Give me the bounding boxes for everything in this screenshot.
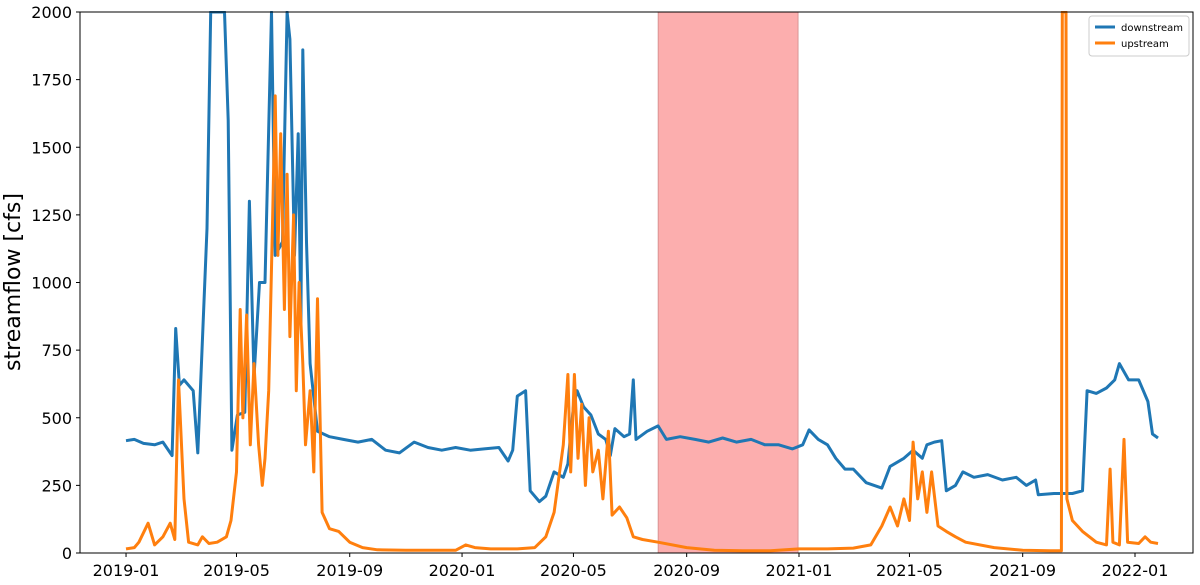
- y-tick-label: 250: [41, 476, 72, 495]
- y-tick-label: 1500: [31, 138, 72, 157]
- legend: downstream upstream: [1088, 15, 1190, 57]
- legend-box: [1088, 15, 1190, 57]
- x-tick-label: 2022-01: [1102, 561, 1169, 580]
- y-tick-label: 0: [62, 544, 72, 563]
- shaded-region: [657, 11, 799, 554]
- shaded-region-layer: [657, 11, 799, 554]
- y-tick-label: 1000: [31, 274, 72, 293]
- y-tick-label: 2000: [31, 3, 72, 22]
- y-tick-label: 750: [41, 341, 72, 360]
- series-line-upstream: [125, 11, 1159, 553]
- x-axis: 2019-01 2019-05 2019-09 2020-01 2020-05 2020-…: [93, 553, 1169, 580]
- y-tick-label: 1250: [31, 206, 72, 225]
- x-tick-label: 2021-01: [766, 561, 833, 580]
- x-tick-label: 2021-09: [989, 561, 1056, 580]
- legend-label-downstream: downstream: [1121, 23, 1183, 34]
- series-layer: [125, 11, 1159, 553]
- x-tick-label: 2019-09: [316, 561, 383, 580]
- x-tick-label: 2019-05: [203, 561, 270, 580]
- legend-label-upstream: upstream: [1121, 39, 1169, 50]
- x-tick-label: 2020-09: [653, 561, 720, 580]
- x-tick-label: 2020-05: [540, 561, 607, 580]
- x-tick-label: 2019-01: [93, 561, 160, 580]
- y-axis-title: streamflow [cfs]: [1, 193, 26, 371]
- x-tick-label: 2020-01: [429, 561, 496, 580]
- y-axis: 0 250 500 750 1000 1250 1500 1750 2000: [31, 3, 80, 563]
- x-tick-label: 2021-05: [876, 561, 943, 580]
- y-tick-label: 500: [41, 409, 72, 428]
- y-tick-label: 1750: [31, 71, 72, 90]
